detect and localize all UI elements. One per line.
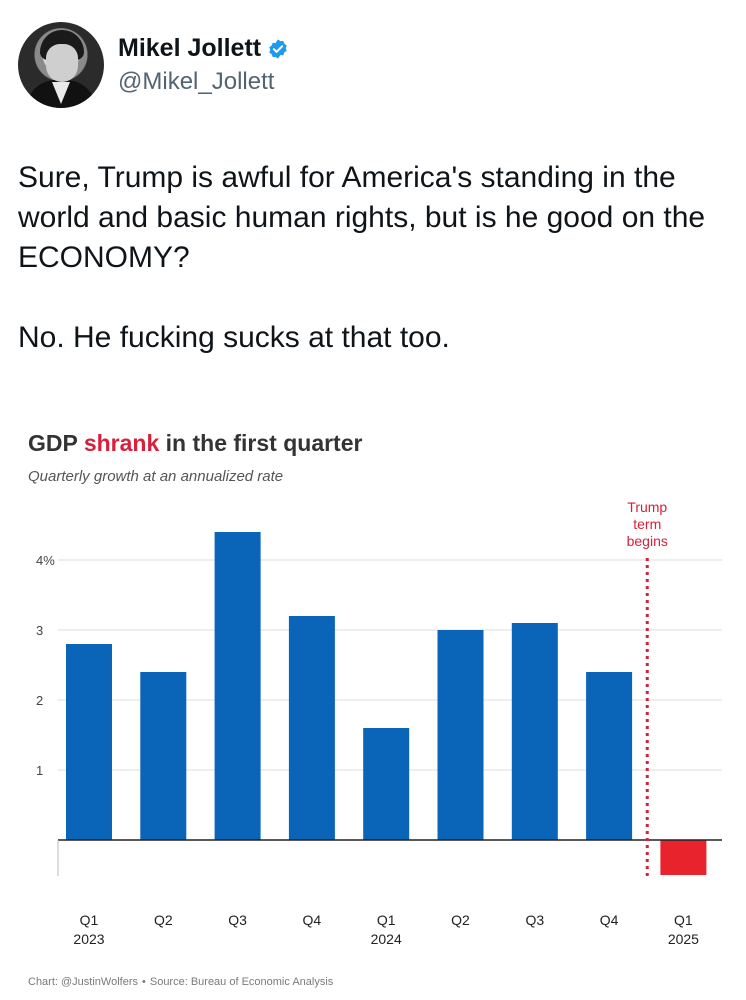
annotation-text: term bbox=[633, 516, 661, 532]
bar bbox=[66, 644, 112, 840]
tweet-header: Mikel Jollett @Mikel_Jollett bbox=[18, 22, 718, 108]
bar bbox=[660, 840, 707, 875]
bar bbox=[511, 623, 558, 840]
author-handle[interactable]: @Mikel_Jollett bbox=[118, 68, 275, 95]
tweet-paragraph: Sure, Trump is awful for America's stand… bbox=[18, 161, 706, 274]
chart-credit: Chart: @JustinWolfers • Source: Bureau of … bbox=[28, 976, 334, 988]
y-tick-label: 1 bbox=[36, 763, 43, 778]
x-tick-label: Q4 bbox=[303, 912, 322, 928]
bar bbox=[214, 532, 261, 840]
bar bbox=[140, 672, 187, 840]
chart-image[interactable]: GDP shrank in the first quarter Quarterl… bbox=[0, 410, 746, 1000]
y-tick-label: 4% bbox=[36, 553, 55, 568]
author-name[interactable]: Mikel Jollett bbox=[118, 34, 262, 62]
bar bbox=[363, 728, 410, 840]
x-tick-label: Q1 bbox=[674, 912, 693, 928]
annotation-text: begins bbox=[627, 533, 668, 549]
bar bbox=[437, 630, 484, 840]
x-tick-label: Q2 bbox=[154, 912, 173, 928]
y-tick-label: 3 bbox=[36, 623, 43, 638]
tweet-paragraph: No. He fucking sucks at that too. bbox=[18, 321, 450, 354]
x-tick-label: Q2 bbox=[451, 912, 470, 928]
author-name-row: Mikel Jollett bbox=[118, 34, 289, 63]
x-tick-label: Q4 bbox=[600, 912, 619, 928]
avatar[interactable] bbox=[18, 22, 104, 108]
x-year-label: 2025 bbox=[668, 931, 699, 947]
verified-badge-icon bbox=[269, 38, 287, 59]
x-year-label: 2023 bbox=[73, 931, 104, 947]
gdp-bar-chart: 1 2 3 4% Q1 2023 Q2 Q3 Q4 Q1 2024 Q2 Q3 Q4 Q1 2025 Trump… bbox=[36, 499, 722, 947]
x-tick-label: Q3 bbox=[228, 912, 247, 928]
x-tick-label: Q1 bbox=[80, 912, 99, 928]
bar bbox=[586, 672, 633, 840]
tweet-text: Sure, Trump is awful for America's stand… bbox=[18, 158, 733, 358]
x-tick-label: Q3 bbox=[525, 912, 544, 928]
chart-title: GDP shrank in the first quarter bbox=[28, 430, 363, 456]
annotation-text: Trump bbox=[627, 499, 667, 515]
bar bbox=[288, 616, 335, 840]
y-tick-label: 2 bbox=[36, 693, 43, 708]
chart-subtitle: Quarterly growth at an annualized rate bbox=[28, 468, 284, 485]
x-year-label: 2024 bbox=[371, 931, 402, 947]
x-tick-label: Q1 bbox=[377, 912, 396, 928]
